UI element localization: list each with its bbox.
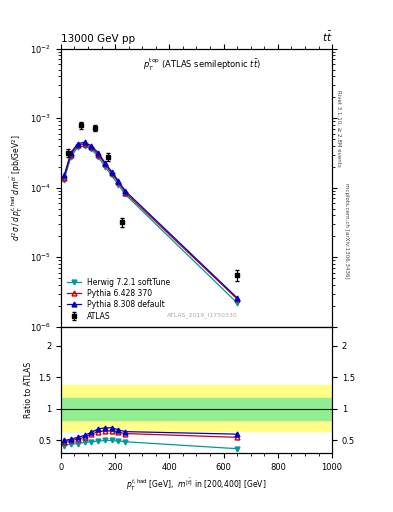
Text: $p_T^{\mathrm{top}}$ (ATLAS semileptonic $t\bar{t}$): $p_T^{\mathrm{top}}$ (ATLAS semileptonic… [143,57,261,73]
Pythia 6.428 370 [116,179,121,185]
Legend: Herwig 7.2.1 softTune, Pythia 6.428 370, Pythia 8.308 default, ATLAS: Herwig 7.2.1 softTune, Pythia 6.428 370,… [65,275,172,323]
Pythia 8.308 default [96,150,101,156]
Herwig 7.2.1 softTune [69,154,73,160]
Pythia 8.308 default [75,141,80,147]
Pythia 8.308 default [69,150,73,156]
Pythia 6.428 370 [96,152,101,158]
Pythia 6.428 370 [89,144,94,151]
Pythia 6.428 370 [123,189,128,196]
Pythia 8.308 default [89,143,94,149]
Pythia 8.308 default [235,295,239,301]
Pythia 8.308 default [103,159,107,165]
Text: Rivet 3.1.10, ≥ 2.8M events: Rivet 3.1.10, ≥ 2.8M events [336,90,341,166]
Pythia 6.428 370 [69,152,73,158]
Y-axis label: Ratio to ATLAS: Ratio to ATLAS [24,362,33,418]
Y-axis label: $d^2\sigma\,/\,d\,p_T^{t,\mathrm{had}}\,d\,m^{t\bar{t}}$ [pb/GeV$^2$]: $d^2\sigma\,/\,d\,p_T^{t,\mathrm{had}}\,… [9,134,24,241]
X-axis label: $p_T^{t,\mathrm{had}}$ [GeV],  $m^{|\bar{t}|}$ in [200,400] [GeV]: $p_T^{t,\mathrm{had}}$ [GeV], $m^{|\bar{… [126,477,267,494]
Pythia 8.308 default [109,168,114,175]
Pythia 8.308 default [116,178,121,184]
Pythia 8.308 default [62,173,66,179]
Pythia 6.428 370 [82,141,87,147]
Herwig 7.2.1 softTune [123,191,128,198]
Herwig 7.2.1 softTune [96,154,101,160]
Herwig 7.2.1 softTune [82,143,87,149]
Herwig 7.2.1 softTune [116,182,121,188]
Pythia 6.428 370 [235,296,239,302]
Pythia 6.428 370 [75,142,80,148]
Line: Herwig 7.2.1 softTune: Herwig 7.2.1 softTune [62,143,240,305]
Pythia 8.308 default [123,188,128,194]
Herwig 7.2.1 softTune [235,300,239,306]
Pythia 6.428 370 [109,170,114,177]
Text: 13000 GeV pp: 13000 GeV pp [61,33,135,44]
Line: Pythia 8.308 default: Pythia 8.308 default [62,140,240,301]
Herwig 7.2.1 softTune [75,144,80,151]
Herwig 7.2.1 softTune [89,146,94,152]
Line: Pythia 6.428 370: Pythia 6.428 370 [62,141,240,302]
Herwig 7.2.1 softTune [103,164,107,170]
Pythia 8.308 default [82,139,87,145]
Herwig 7.2.1 softTune [62,177,66,183]
Pythia 6.428 370 [62,175,66,181]
Herwig 7.2.1 softTune [109,173,114,179]
Text: mcplots.cern.ch [arXiv:1306.3436]: mcplots.cern.ch [arXiv:1306.3436] [344,183,349,278]
Text: ATLAS_2019_I1750330: ATLAS_2019_I1750330 [167,313,237,318]
Text: $t\bar{t}$: $t\bar{t}$ [321,29,332,44]
Pythia 6.428 370 [103,161,107,167]
